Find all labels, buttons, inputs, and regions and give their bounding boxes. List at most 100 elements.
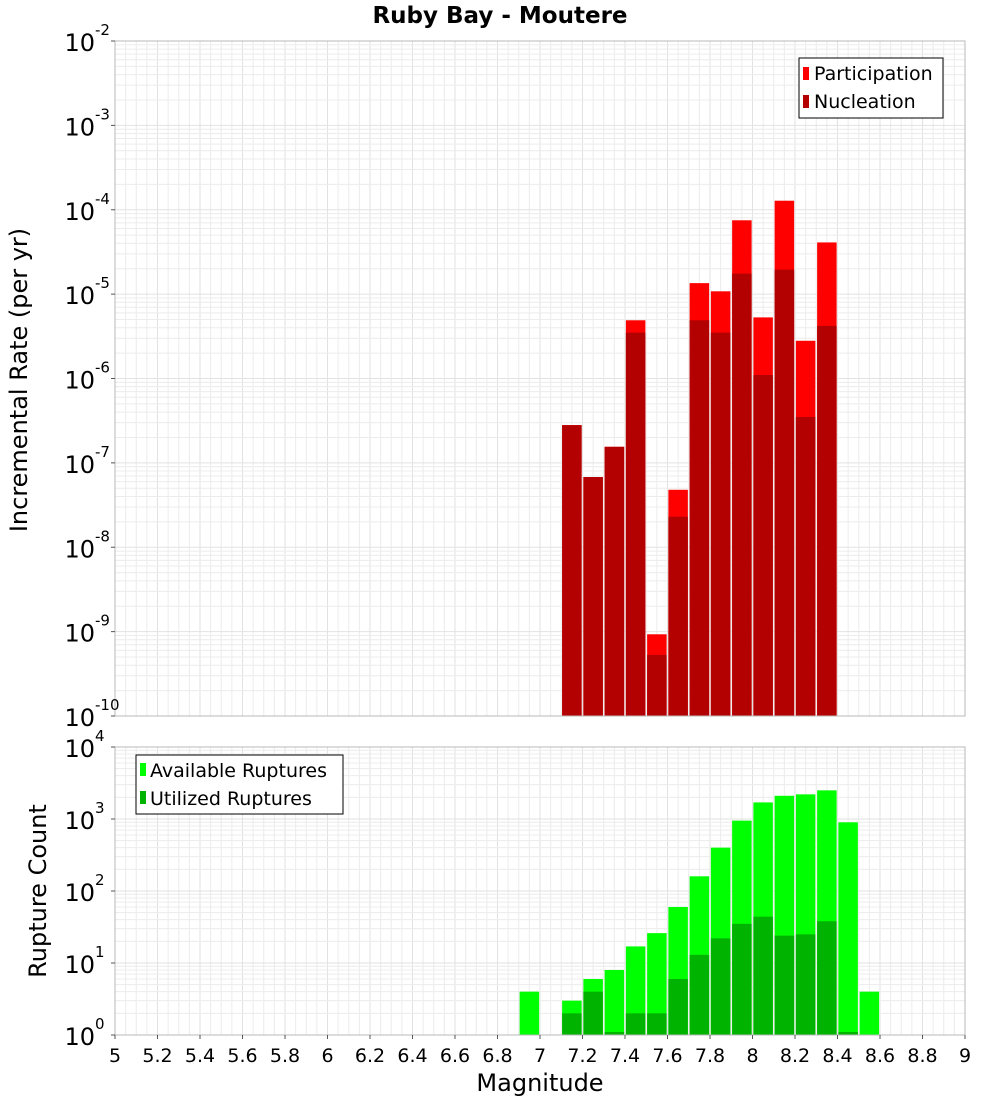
y-tick-exponent: -4 bbox=[95, 190, 110, 208]
available-ruptures-bar bbox=[519, 991, 540, 1035]
available-ruptures-bar bbox=[838, 822, 858, 1035]
nucleation-bar bbox=[583, 477, 603, 716]
utilized-ruptures-bar bbox=[668, 978, 688, 1035]
utilized-ruptures-bar bbox=[817, 921, 837, 1035]
y-tick-exponent: -2 bbox=[95, 21, 110, 39]
y-tick-exponent: -5 bbox=[95, 274, 110, 292]
x-tick-label: 6 bbox=[321, 1045, 333, 1067]
x-tick-label: 9 bbox=[959, 1045, 971, 1067]
nucleation-bar bbox=[689, 320, 710, 716]
utilized-ruptures-bar bbox=[732, 923, 752, 1035]
utilized-ruptures-bar bbox=[604, 1032, 625, 1035]
x-tick-label: 8.2 bbox=[780, 1045, 810, 1067]
y-tick-exponent: -10 bbox=[95, 696, 120, 714]
y-tick-label: 10 bbox=[64, 198, 95, 226]
nucleation-legend-swatch bbox=[803, 95, 809, 108]
nucleation-bar bbox=[625, 332, 646, 716]
utilized-legend-swatch bbox=[140, 791, 146, 804]
utilized-ruptures-bar bbox=[710, 938, 731, 1035]
y-tick-label: 10 bbox=[64, 879, 95, 907]
utilized-ruptures-bar bbox=[647, 1013, 667, 1035]
nucleation-bar bbox=[774, 269, 795, 716]
x-tick-label: 5.4 bbox=[185, 1045, 215, 1067]
utilized-ruptures-bar bbox=[689, 954, 710, 1035]
x-tick-label: 5 bbox=[109, 1045, 121, 1067]
y-tick-exponent: 1 bbox=[95, 943, 105, 961]
count-legend: Available Ruptures Utilized Ruptures bbox=[135, 754, 344, 815]
nucleation-bar bbox=[732, 273, 752, 716]
chart-title: Ruby Bay - Moutere bbox=[372, 3, 627, 29]
rate-y-axis-label: Incremental Rate (per yr) bbox=[5, 228, 33, 532]
utilized-legend-label: Utilized Ruptures bbox=[150, 788, 312, 810]
x-tick-label: 5.6 bbox=[227, 1045, 257, 1067]
rate-legend-box bbox=[798, 57, 944, 119]
nucleation-bar bbox=[753, 375, 773, 716]
x-tick-label: 7.2 bbox=[567, 1045, 597, 1067]
y-tick-exponent: -9 bbox=[95, 612, 110, 630]
available-ruptures-bar bbox=[625, 946, 646, 1035]
y-tick-label: 10 bbox=[64, 282, 95, 310]
x-tick-label: 6.8 bbox=[482, 1045, 512, 1067]
x-tick-label: 6.4 bbox=[397, 1045, 427, 1067]
nucleation-bar bbox=[710, 332, 731, 716]
available-legend-swatch bbox=[140, 763, 146, 776]
rate-legend: Participation Nucleation bbox=[798, 57, 944, 119]
x-tick-label: 6.6 bbox=[440, 1045, 470, 1067]
x-axis-ticks: 5 5.2 5.4 5.6 5.8 6 6.2 6.4 6.6 6.8 7 7.2 7.4 7.6 7.8 8… bbox=[109, 1035, 971, 1067]
x-tick-label: 6.2 bbox=[355, 1045, 385, 1067]
utilized-ruptures-bar bbox=[838, 1032, 858, 1035]
y-tick-exponent: 4 bbox=[95, 727, 105, 745]
nucleation-bar bbox=[817, 325, 837, 716]
y-tick-label: 10 bbox=[64, 535, 95, 563]
available-ruptures-bar bbox=[647, 933, 667, 1035]
nucleation-legend-label: Nucleation bbox=[814, 91, 916, 113]
y-tick-exponent: 0 bbox=[95, 1015, 105, 1033]
utilized-ruptures-bar bbox=[795, 934, 816, 1035]
available-ruptures-bar bbox=[604, 969, 625, 1035]
available-legend-label: Available Ruptures bbox=[150, 760, 327, 782]
y-tick-label: 10 bbox=[64, 451, 95, 479]
y-tick-label: 10 bbox=[64, 704, 95, 732]
x-tick-label: 7.8 bbox=[695, 1045, 725, 1067]
y-tick-label: 10 bbox=[64, 29, 95, 57]
nucleation-bar bbox=[562, 425, 582, 716]
x-tick-label: 5.8 bbox=[270, 1045, 300, 1067]
x-tick-label: 5.2 bbox=[142, 1045, 172, 1067]
count-legend-box bbox=[135, 754, 344, 815]
y-tick-exponent: -7 bbox=[95, 443, 110, 461]
count-panel-bars bbox=[519, 790, 880, 1035]
y-tick-exponent: -6 bbox=[95, 359, 110, 377]
x-tick-label: 8.6 bbox=[865, 1045, 895, 1067]
available-ruptures-bar bbox=[859, 991, 880, 1035]
x-tick-label: 7.6 bbox=[652, 1045, 682, 1067]
y-tick-exponent: 3 bbox=[95, 799, 105, 817]
utilized-ruptures-bar bbox=[562, 1013, 582, 1035]
y-tick-exponent: -8 bbox=[95, 527, 110, 545]
count-y-axis-label: Rupture Count bbox=[24, 804, 52, 978]
y-tick-label: 10 bbox=[64, 951, 95, 979]
x-tick-label: 8.8 bbox=[907, 1045, 937, 1067]
rate-panel-grid bbox=[114, 41, 966, 717]
utilized-ruptures-bar bbox=[753, 916, 773, 1035]
y-tick-exponent: -3 bbox=[95, 105, 110, 123]
y-tick-label: 10 bbox=[64, 620, 95, 648]
nucleation-bar bbox=[668, 516, 688, 716]
x-tick-label: 7 bbox=[534, 1045, 546, 1067]
y-tick-label: 10 bbox=[64, 367, 95, 395]
utilized-ruptures-bar bbox=[625, 1013, 646, 1035]
nucleation-bar bbox=[647, 654, 667, 716]
y-tick-label: 10 bbox=[64, 807, 95, 835]
x-tick-label: 7.4 bbox=[610, 1045, 640, 1067]
rate-panel-bars bbox=[562, 200, 837, 717]
y-tick-label: 10 bbox=[64, 735, 95, 763]
utilized-ruptures-bar bbox=[583, 991, 603, 1035]
x-tick-label: 8.4 bbox=[822, 1045, 852, 1067]
y-tick-exponent: 2 bbox=[95, 871, 105, 889]
x-axis-label: Magnitude bbox=[476, 1069, 603, 1097]
